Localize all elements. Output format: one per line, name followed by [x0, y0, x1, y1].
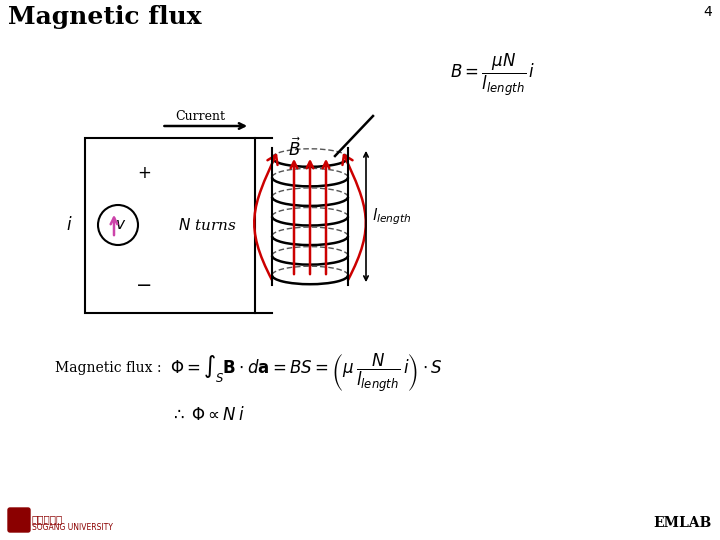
Circle shape — [98, 205, 138, 245]
Text: EMLAB: EMLAB — [654, 516, 712, 530]
FancyArrowPatch shape — [343, 155, 366, 280]
Text: Current: Current — [176, 110, 226, 123]
Text: $\vec{B}$: $\vec{B}$ — [289, 138, 302, 160]
FancyArrowPatch shape — [254, 155, 277, 280]
Text: Magnetic flux: Magnetic flux — [8, 5, 202, 29]
Text: $B = \dfrac{\mu N}{l_{length}}\, i$: $B = \dfrac{\mu N}{l_{length}}\, i$ — [450, 52, 536, 98]
FancyBboxPatch shape — [8, 508, 30, 532]
Bar — [85, 138, 255, 313]
Text: Magnetic flux :: Magnetic flux : — [55, 361, 161, 375]
Text: 서강대학교: 서강대학교 — [32, 514, 63, 524]
Text: $\therefore\; \Phi \propto N\, i$: $\therefore\; \Phi \propto N\, i$ — [170, 406, 245, 424]
Text: −: − — [136, 275, 153, 294]
Text: $i$: $i$ — [66, 216, 73, 234]
Text: $l_{length}$: $l_{length}$ — [372, 206, 412, 227]
Text: $\Phi = \int_S \mathbf{B} \cdot d\mathbf{a} = BS = \left(\mu\, \dfrac{N}{l_{leng: $\Phi = \int_S \mathbf{B} \cdot d\mathbf… — [170, 352, 443, 394]
Text: $v$: $v$ — [115, 218, 127, 232]
Text: SOGANG UNIVERSITY: SOGANG UNIVERSITY — [32, 523, 113, 532]
Text: $N$ turns: $N$ turns — [178, 217, 237, 233]
Text: +: + — [138, 164, 151, 182]
Text: 4: 4 — [703, 5, 712, 19]
